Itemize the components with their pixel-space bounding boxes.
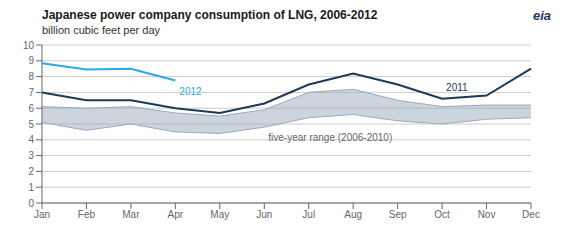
svg-text:2011: 2011	[446, 82, 468, 93]
svg-text:5: 5	[28, 119, 34, 130]
svg-text:Jul: Jul	[302, 209, 315, 220]
svg-text:9: 9	[28, 55, 34, 66]
svg-text:Aug: Aug	[344, 209, 362, 220]
svg-text:Jun: Jun	[256, 209, 272, 220]
svg-text:2: 2	[28, 166, 34, 177]
svg-text:Mar: Mar	[122, 209, 140, 220]
html-text:Japanese power company consump: Japanese power company consumption of LN…	[42, 8, 378, 22]
svg-text:Jan: Jan	[34, 209, 50, 220]
svg-text:Feb: Feb	[78, 209, 96, 220]
svg-text:Dec: Dec	[522, 209, 540, 220]
svg-text:6: 6	[28, 103, 34, 114]
svg-text:3: 3	[28, 150, 34, 161]
svg-text:five-year range (2006-2010): five-year range (2006-2010)	[268, 132, 392, 143]
svg-text:Oct: Oct	[434, 209, 450, 220]
svg-text:4: 4	[28, 134, 34, 145]
svg-text:10: 10	[23, 40, 35, 51]
svg-text:2012: 2012	[179, 86, 202, 97]
html-text:eia: eia	[532, 8, 551, 23]
svg-text:1: 1	[28, 182, 34, 193]
svg-text:Nov: Nov	[478, 209, 496, 220]
svg-text:8: 8	[28, 71, 34, 82]
svg-text:Sep: Sep	[389, 209, 407, 220]
svg-text:7: 7	[28, 87, 34, 98]
svg-text:0: 0	[28, 198, 34, 209]
svg-text:Apr: Apr	[168, 209, 184, 220]
html-text:billion cubic feet per day: billion cubic feet per day	[42, 24, 160, 36]
svg-text:May: May	[210, 209, 229, 220]
